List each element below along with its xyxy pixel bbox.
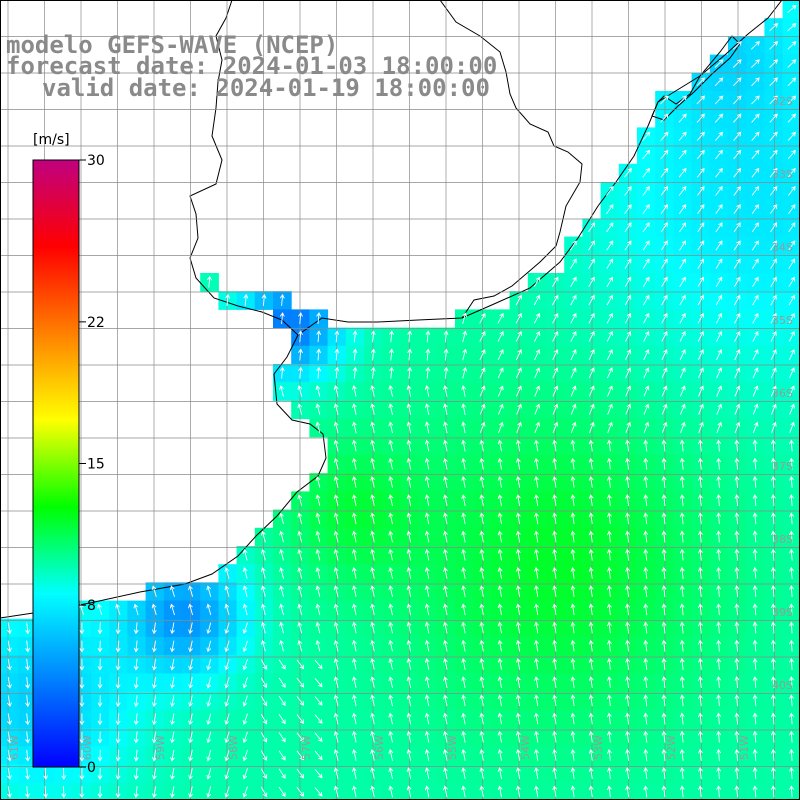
colorbar-tick-label: 8 [87,598,96,614]
latitude-labels: 32S 33S 34S 35S 36S 37S 38S 39S 40S [772,95,793,692]
longitude-label: 54W [519,735,532,760]
colorbar-tick-label: 0 [87,760,96,776]
latitude-label: 32S [772,95,793,108]
border-uruguay-brazil [439,0,583,319]
latitude-label: 38S [772,533,793,546]
latitude-label: 37S [772,460,793,473]
longitude-label: 60W [81,735,94,760]
latitude-label: 34S [772,241,793,254]
latitude-label: 33S [772,168,793,181]
rio-de-la-plata-shore [189,0,299,336]
colorbar-tick-label: 22 [87,315,105,331]
longitude-label: 57W [300,735,313,760]
colorbar-unit: [m/s] [33,132,70,148]
longitude-label: 52W [665,735,678,760]
longitude-label: 61W [8,735,21,760]
latitude-label: 39S [772,606,793,619]
longitude-labels: 61W 60W 59W 58W 57W 56W 55W 54W 53W 52W 51W [8,735,751,760]
longitude-label: 59W [154,735,167,760]
model-title: modelo GEFS-WAVE (NCEP) [6,31,339,59]
latitude-label: 40S [772,679,793,692]
latitude-label: 36S [772,387,793,400]
forecast-date: forecast date: 2024-01-03 18:00:00 [6,52,498,80]
longitude-label: 58W [227,735,240,760]
colorbar-tick-label: 30 [87,153,105,169]
longitude-label: 56W [373,735,386,760]
colorbar-tick-label: 15 [87,457,105,473]
lagoa-dos-patos [651,35,741,121]
valid-date: valid date: 2024-01-19 18:00:00 [42,74,490,102]
longitude-label: 51W [738,735,751,760]
colorbar-scale [32,159,80,768]
longitude-label: 53W [592,735,605,760]
longitude-label: 55W [446,735,459,760]
latitude-label: 35S [772,314,793,327]
